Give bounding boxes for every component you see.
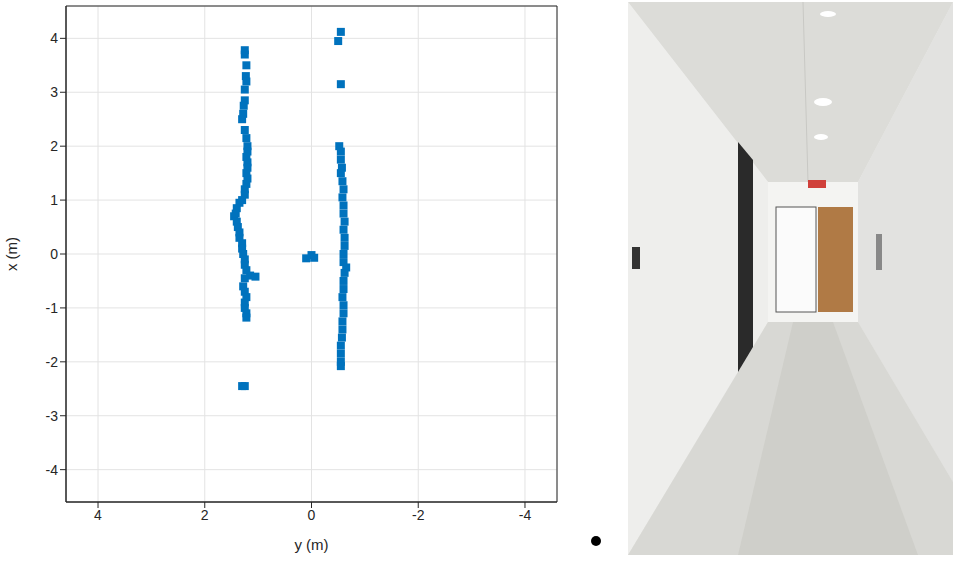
svg-text:-2: -2 xyxy=(46,354,59,370)
svg-text:4: 4 xyxy=(94,507,102,523)
svg-text:x (m): x (m) xyxy=(3,237,20,271)
svg-text:-3: -3 xyxy=(46,408,59,424)
svg-text:2: 2 xyxy=(201,507,209,523)
svg-text:2: 2 xyxy=(50,138,58,154)
svg-text:3: 3 xyxy=(50,84,58,100)
svg-text:0: 0 xyxy=(50,246,58,262)
svg-text:4: 4 xyxy=(50,30,58,46)
svg-text:0: 0 xyxy=(308,507,316,523)
svg-text:-2: -2 xyxy=(412,507,425,523)
svg-text:-4: -4 xyxy=(46,462,59,478)
svg-text:1: 1 xyxy=(50,192,58,208)
svg-text:-1: -1 xyxy=(46,300,59,316)
svg-text:y (m): y (m) xyxy=(294,536,328,553)
svg-text:-4: -4 xyxy=(519,507,532,523)
